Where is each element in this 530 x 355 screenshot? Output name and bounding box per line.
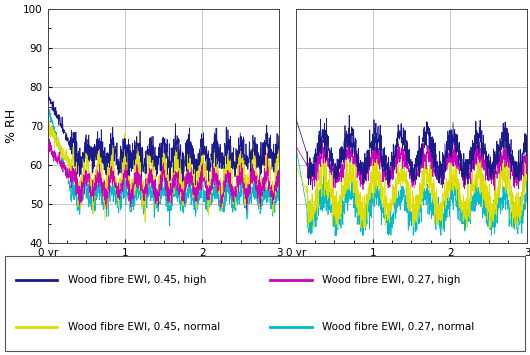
Text: Wood fibre EWI, 0.45, normal: Wood fibre EWI, 0.45, normal [68,322,220,333]
Text: Wood fibre EWI, 0.27, normal: Wood fibre EWI, 0.27, normal [322,322,474,333]
Y-axis label: % RH: % RH [5,109,17,143]
Text: Wood fibre EWI, 0.27, high: Wood fibre EWI, 0.27, high [322,274,461,285]
Text: Wood fibre EWI, 0.45, high: Wood fibre EWI, 0.45, high [68,274,206,285]
